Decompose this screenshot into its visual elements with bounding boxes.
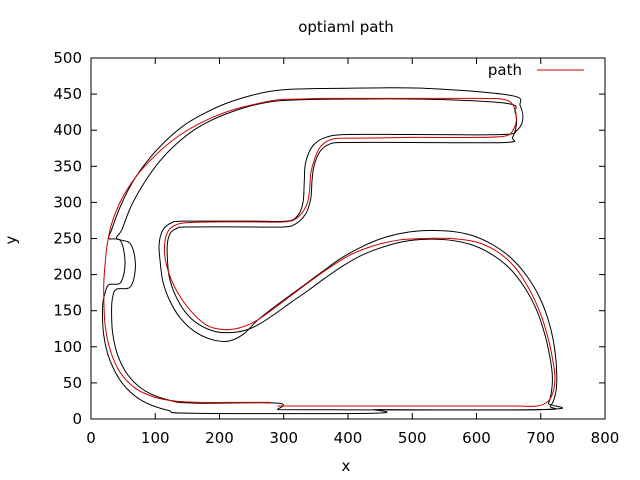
y-tick-label: 250 [53, 230, 82, 248]
series-group [103, 97, 556, 407]
track-boundaries [101, 87, 563, 415]
track-inner-boundary [111, 98, 563, 411]
y-tick-label: 350 [53, 157, 82, 175]
x-tick-label: 100 [141, 429, 170, 447]
y-tick-label: 450 [53, 85, 82, 103]
y-tick-label: 50 [63, 374, 82, 392]
y-tick-label: 0 [72, 410, 82, 428]
legend-label-path: path [488, 61, 522, 79]
track-outer-boundary [101, 87, 558, 415]
y-tick-label: 200 [53, 266, 82, 284]
x-tick-label: 300 [269, 429, 298, 447]
x-tick-label: 0 [86, 429, 96, 447]
series-line-path [103, 97, 556, 407]
x-tick-label: 200 [205, 429, 234, 447]
x-tick-label: 500 [398, 429, 427, 447]
x-tick-label: 400 [334, 429, 363, 447]
y-tick-label: 300 [53, 193, 82, 211]
x-tick-label: 800 [591, 429, 620, 447]
x-tick-label: 600 [462, 429, 491, 447]
y-tick-label: 400 [53, 121, 82, 139]
y-tick-label: 500 [53, 49, 82, 67]
y-tick-label: 150 [53, 302, 82, 320]
legend: path [488, 61, 584, 79]
y-axis-label: y [2, 235, 20, 244]
y-tick-label: 100 [53, 338, 82, 356]
x-tick-label: 700 [526, 429, 555, 447]
chart-title: optiaml path [298, 18, 394, 36]
x-axis-label: x [342, 457, 351, 475]
axis-ticks: 0 100 200 300 400 500 600 700 800 0 50 100 150 200 250… [53, 49, 619, 447]
